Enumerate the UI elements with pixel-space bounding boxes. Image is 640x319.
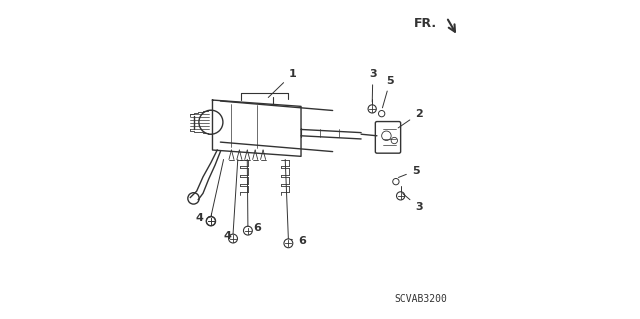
Text: 2: 2 [398, 109, 422, 128]
Text: 3: 3 [369, 69, 376, 102]
Text: 6: 6 [248, 223, 262, 233]
Text: 4: 4 [223, 231, 232, 241]
Text: 3: 3 [403, 194, 422, 212]
Text: FR.: FR. [414, 17, 437, 30]
Text: 4: 4 [195, 213, 211, 223]
Text: 5: 5 [383, 76, 394, 108]
Text: SCVAB3200: SCVAB3200 [395, 293, 447, 304]
Text: 6: 6 [291, 236, 306, 246]
Text: 5: 5 [399, 166, 419, 177]
Text: 1: 1 [268, 69, 296, 98]
Circle shape [188, 193, 199, 204]
